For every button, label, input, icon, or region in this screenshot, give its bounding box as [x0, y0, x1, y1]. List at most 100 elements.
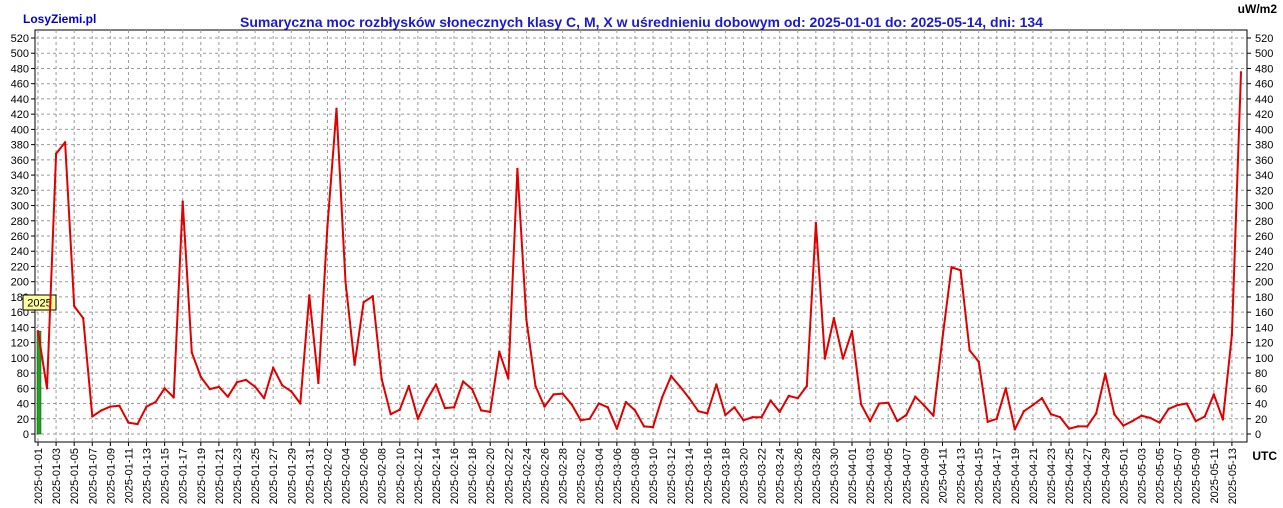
x-tick-label: 2025-03-10 — [648, 448, 660, 504]
x-tick-label: 2025-02-18 — [467, 448, 479, 504]
y-tick-label-left: 520 — [11, 33, 29, 45]
data-point — [290, 390, 293, 393]
x-tick-label: 2025-04-19 — [1010, 448, 1022, 504]
data-point — [335, 107, 338, 111]
y-tick-label-left: 420 — [11, 109, 29, 121]
y-tick-label-left: 280 — [11, 216, 29, 228]
data-point — [516, 167, 519, 171]
data-point — [253, 385, 257, 388]
data-point — [932, 414, 935, 417]
data-point — [507, 377, 510, 380]
data-point — [217, 385, 221, 388]
data-point — [859, 403, 863, 406]
y-tick-label-left: 200 — [11, 277, 29, 289]
x-tick-label: 2025-03-20 — [738, 448, 750, 504]
x-tick-label: 2025-04-29 — [1100, 448, 1112, 504]
brand-label[interactable]: LosyZiemi.pl — [23, 12, 97, 26]
x-tick-label: 2025-04-17 — [992, 448, 1004, 504]
y-tick-label-left: 100 — [11, 353, 29, 365]
data-point — [1185, 402, 1188, 405]
x-tick-label: 2025-03-14 — [684, 448, 696, 504]
y-axis-unit-label: uW/m2 — [1237, 2, 1277, 16]
data-point — [832, 317, 836, 320]
series-line — [37, 72, 1242, 431]
data-point — [262, 397, 266, 400]
y-tick-label-left: 460 — [11, 79, 29, 91]
year-badge-box — [22, 294, 57, 311]
y-tick-label-right: 320 — [1255, 185, 1273, 197]
data-point — [525, 318, 528, 321]
data-point — [633, 409, 637, 412]
y-tick-label-left: 120 — [11, 338, 29, 350]
x-tick-label: 2025-03-12 — [666, 448, 678, 504]
data-point — [1158, 421, 1161, 424]
data-point — [82, 317, 85, 320]
data-point — [660, 396, 664, 399]
data-point — [1076, 425, 1080, 428]
x-axis-utc-label: UTC — [1252, 449, 1277, 463]
data-point — [787, 394, 790, 398]
x-tick-label: 2025-03-30 — [829, 448, 841, 504]
data-point — [362, 301, 365, 304]
x-tick-label: 2025-05-03 — [1136, 448, 1148, 504]
data-point — [470, 387, 474, 391]
data-point — [353, 363, 356, 366]
y-tick-label-left: 80 — [17, 368, 29, 380]
y-tick-label-right: 180 — [1255, 292, 1273, 304]
data-point — [1031, 403, 1035, 407]
data-point — [1049, 413, 1053, 416]
data-point — [63, 141, 67, 144]
data-point — [407, 384, 411, 388]
data-point — [742, 419, 745, 422]
x-tick-label: 2025-01-13 — [142, 448, 154, 504]
data-point — [642, 425, 646, 428]
x-tick-label: 2025-02-10 — [395, 448, 407, 504]
data-point — [678, 385, 682, 388]
y-tick-label-right: 160 — [1255, 307, 1273, 319]
x-tick-label: 2025-03-08 — [630, 448, 642, 504]
data-point — [941, 336, 944, 340]
data-point — [1122, 424, 1125, 427]
x-tick-label: 2025-01-07 — [87, 448, 99, 504]
y-tick-label-right: 440 — [1255, 94, 1273, 106]
y-tick-label-right: 140 — [1255, 322, 1273, 334]
data-point — [461, 380, 465, 383]
data-point — [479, 409, 483, 412]
y-tick-label-right: 20 — [1255, 414, 1267, 426]
x-tick-label: 2025-04-05 — [883, 448, 895, 504]
x-tick-label: 2025-03-28 — [811, 448, 823, 504]
data-point — [1104, 372, 1107, 376]
data-point — [986, 420, 989, 424]
data-point — [923, 404, 926, 408]
x-tick-label: 2025-02-16 — [449, 448, 461, 504]
data-point — [1131, 419, 1134, 423]
data-point — [308, 294, 311, 297]
data-point — [434, 383, 438, 386]
data-point — [172, 396, 175, 399]
y-tick-label-right: 500 — [1255, 48, 1273, 60]
y-tick-label-left: 360 — [11, 155, 29, 167]
data-point — [136, 422, 139, 426]
y-tick-label-right: 360 — [1255, 155, 1273, 167]
year-badge-label: 2025 — [27, 298, 51, 310]
x-tick-label: 2025-04-21 — [1028, 448, 1040, 504]
x-tick-label: 2025-03-06 — [612, 448, 624, 504]
data-point — [733, 406, 736, 409]
data-point — [425, 398, 429, 401]
data-point — [154, 400, 157, 404]
y-tick-label-left: 440 — [11, 94, 29, 106]
data-point — [751, 416, 754, 419]
y-tick-label-right: 280 — [1255, 216, 1273, 228]
x-tick-label: 2025-01-23 — [232, 448, 244, 504]
x-tick-label: 2025-02-26 — [540, 448, 552, 504]
x-tick-label: 2025-02-06 — [359, 448, 371, 504]
x-tick-label: 2025-02-04 — [341, 448, 353, 504]
data-point — [1239, 71, 1243, 74]
data-point — [1040, 397, 1044, 400]
data-point — [1212, 393, 1216, 396]
data-point — [1194, 419, 1197, 423]
data-point — [389, 413, 392, 416]
x-tick-label: 2025-03-26 — [793, 448, 805, 504]
data-point — [651, 425, 655, 429]
x-tick-label: 2025-01-01 — [33, 448, 45, 504]
